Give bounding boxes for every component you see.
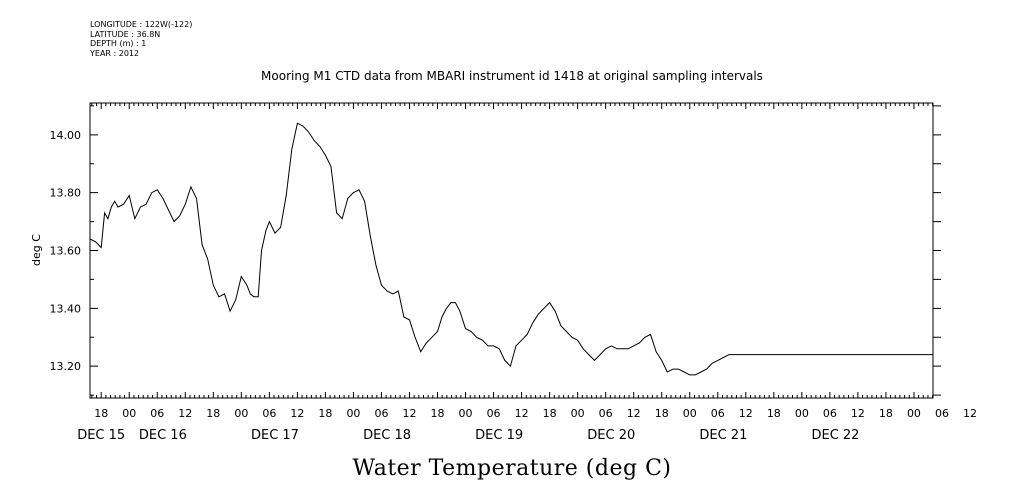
x-hour-label: 18 xyxy=(543,407,557,420)
x-hour-label: 06 xyxy=(599,407,613,420)
x-hour-label: 18 xyxy=(431,407,445,420)
longitude-text: LONGITUDE : 122W(-122) xyxy=(90,20,193,29)
x-day-label: DEC 18 xyxy=(363,428,411,443)
x-hour-label: 00 xyxy=(907,407,921,420)
x-hour-label: 12 xyxy=(178,407,192,420)
mooring-metadata: LONGITUDE : 122W(-122) LATITUDE : 36.8N … xyxy=(90,20,192,58)
x-hour-label: 12 xyxy=(963,407,977,420)
x-hour-label: 00 xyxy=(122,407,136,420)
y-tick-label: 13.60 xyxy=(50,245,82,258)
x-day-label: DEC 20 xyxy=(587,428,635,443)
x-hour-label: 06 xyxy=(823,407,837,420)
x-hour-label: 00 xyxy=(571,407,585,420)
x-day-label: DEC 21 xyxy=(699,428,747,443)
x-hour-label: 12 xyxy=(402,407,416,420)
x-hour-label: 00 xyxy=(234,407,248,420)
x-hour-label: 12 xyxy=(515,407,529,420)
x-day-label: DEC 17 xyxy=(251,428,299,443)
axis-ticks xyxy=(90,103,941,398)
x-hour-label: 18 xyxy=(767,407,781,420)
x-hour-label: 06 xyxy=(487,407,501,420)
x-hour-label: 12 xyxy=(851,407,865,420)
x-day-label: DEC 19 xyxy=(475,428,523,443)
x-hour-label: 06 xyxy=(374,407,388,420)
x-hour-labels: 18 00 06 12 18 00 06 12 18 00 06 12 18 00 06 12 18 00 06 12… xyxy=(94,407,977,420)
x-axis-label: Water Temperature (deg C) xyxy=(353,456,672,481)
latitude-text: LATITUDE : 36.8N xyxy=(90,29,161,39)
x-hour-label: 00 xyxy=(683,407,697,420)
x-day-label: DEC 22 xyxy=(811,428,859,443)
x-hour-label: 06 xyxy=(150,407,164,420)
tick-marks xyxy=(90,103,941,398)
y-tick-label: 13.80 xyxy=(50,187,82,200)
x-hour-label: 06 xyxy=(262,407,276,420)
x-hour-label: 18 xyxy=(94,407,108,420)
y-tick-label: 13.20 xyxy=(50,360,82,373)
x-hour-label: 18 xyxy=(206,407,220,420)
x-hour-label: 00 xyxy=(795,407,809,420)
year-text: YEAR : 2012 xyxy=(90,48,140,58)
chart-title: Mooring M1 CTD data from MBARI instrumen… xyxy=(261,69,763,83)
x-hour-label: 12 xyxy=(627,407,641,420)
x-hour-label: 00 xyxy=(459,407,473,420)
x-day-labels: DEC 15 DEC 16 DEC 17 DEC 18 DEC 19 DEC 20 DEC … xyxy=(77,428,859,443)
y-tick-labels: 13.20 13.40 13.60 13.80 14.00 xyxy=(50,129,82,373)
water-temperature-line xyxy=(89,122,933,376)
x-hour-label: 18 xyxy=(318,407,332,420)
y-tick-label: 13.40 xyxy=(50,302,82,315)
x-day-label: DEC 15 xyxy=(77,428,125,443)
x-hour-label: 18 xyxy=(879,407,893,420)
x-hour-label: 12 xyxy=(739,407,753,420)
y-axis-label: deg C xyxy=(30,234,43,266)
x-hour-label: 06 xyxy=(935,407,949,420)
x-day-label: DEC 16 xyxy=(139,428,187,443)
x-hour-label: 06 xyxy=(711,407,725,420)
x-hour-label: 12 xyxy=(290,407,304,420)
y-tick-label: 14.00 xyxy=(50,129,82,142)
x-hour-label: 00 xyxy=(346,407,360,420)
plot-frame xyxy=(89,102,934,399)
depth-text: DEPTH (m) : 1 xyxy=(90,39,147,48)
x-hour-label: 18 xyxy=(655,407,669,420)
